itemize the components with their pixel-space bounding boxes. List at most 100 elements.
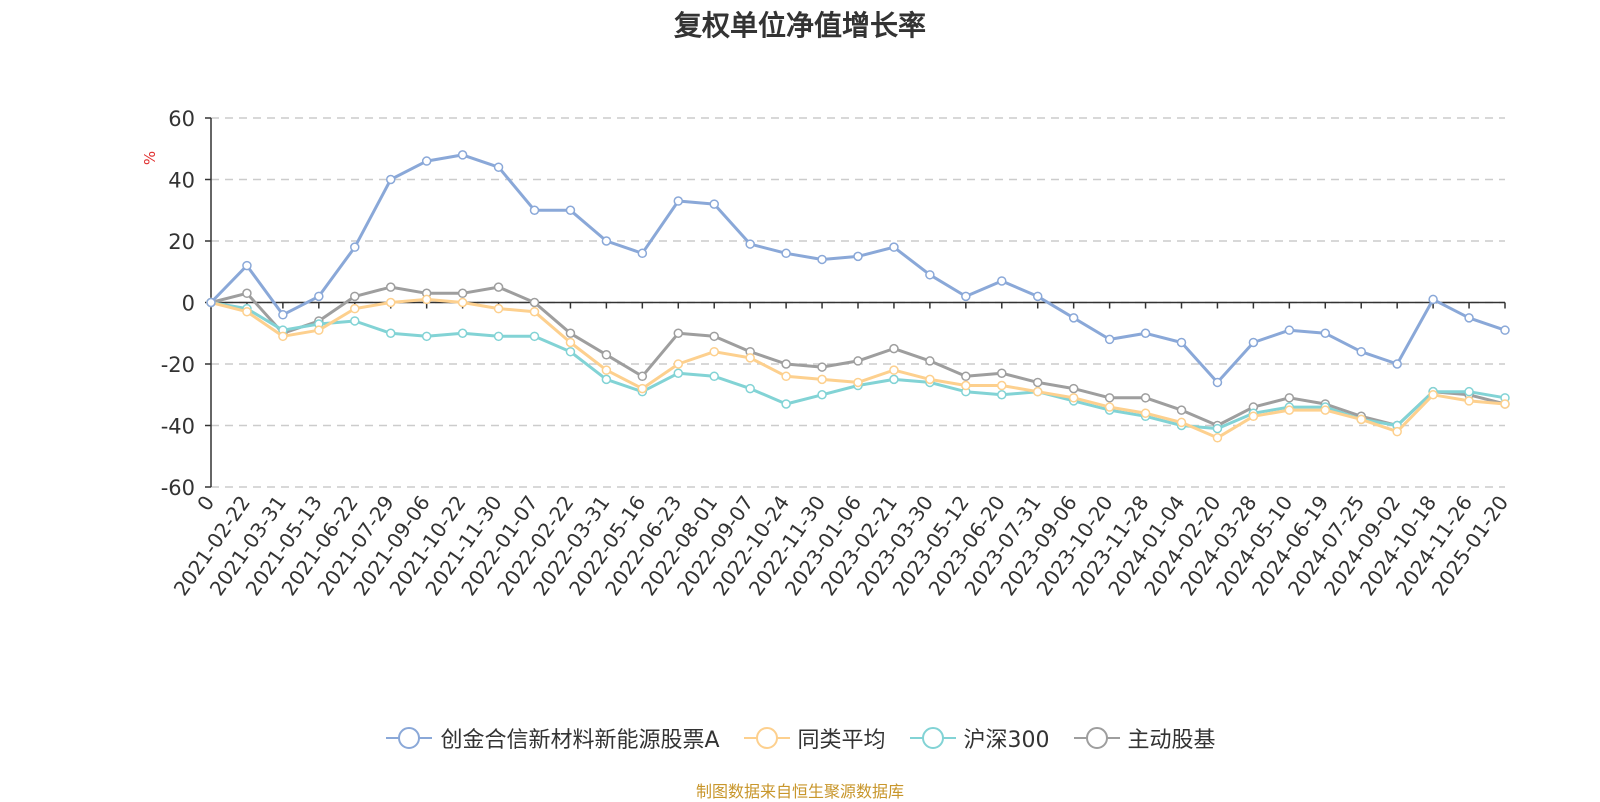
data-point: [1176, 417, 1187, 428]
data-point: [1176, 337, 1187, 348]
data-point: [350, 303, 360, 314]
data-point: [206, 297, 216, 308]
legend-label: 主动股基: [1127, 728, 1216, 753]
data-point: [1392, 359, 1402, 369]
series-0: [206, 150, 1510, 388]
data-point: [385, 328, 396, 338]
data-point: [1464, 386, 1474, 397]
data-point: [1248, 411, 1259, 422]
data-point: [1212, 423, 1223, 434]
y-tick-label: -40: [161, 415, 195, 439]
data-point: [1104, 393, 1115, 403]
legend-item[interactable]: 沪深300: [908, 722, 1050, 754]
data-point: [817, 374, 827, 385]
data-point: [709, 199, 719, 209]
data-point: [529, 306, 540, 317]
legend: 创金合信新材料新能源股票A 同类平均 沪深300 主动股基: [0, 722, 1600, 754]
data-point: [961, 291, 971, 302]
y-axis-unit: %: [141, 151, 159, 165]
data-point: [314, 291, 324, 302]
data-point: [1032, 386, 1043, 397]
data-point: [709, 371, 719, 382]
data-point: [997, 276, 1007, 286]
y-tick-label: 60: [168, 107, 195, 131]
data-point: [385, 282, 396, 292]
data-point: [493, 282, 504, 292]
data-point: [421, 156, 432, 166]
data-point: [1428, 294, 1438, 305]
data-point: [1356, 414, 1366, 425]
data-point: [1320, 405, 1331, 415]
data-point: [1140, 328, 1151, 338]
data-point: [242, 306, 252, 317]
x-tick-label: 0: [192, 491, 219, 515]
y-tick-label: -20: [161, 353, 195, 377]
data-point: [1356, 346, 1366, 357]
data-point: [457, 297, 468, 308]
data-point: [601, 350, 612, 360]
legend-item[interactable]: 同类平均: [742, 722, 886, 754]
chart-title: 复权单位净值增长率: [673, 9, 926, 42]
legend-item[interactable]: 主动股基: [1072, 722, 1216, 754]
data-point: [1140, 393, 1151, 403]
legend-label: 同类平均: [797, 728, 886, 753]
data-point: [565, 205, 576, 215]
data-point: [493, 303, 504, 314]
y-tick-label: -60: [161, 476, 195, 500]
data-point: [1068, 383, 1079, 394]
data-point: [673, 328, 684, 338]
data-point: [493, 331, 504, 342]
data-point: [709, 346, 719, 357]
data-point: [817, 390, 827, 400]
data-point: [745, 383, 755, 394]
data-point: [853, 251, 863, 262]
data-point: [385, 174, 396, 185]
data-point: [1104, 402, 1115, 412]
data-point: [817, 254, 827, 265]
data-point: [1464, 396, 1474, 406]
legend-item[interactable]: 创金合信新材料新能源股票A: [384, 722, 720, 754]
data-point: [1284, 405, 1295, 415]
data-point: [529, 297, 540, 308]
data-point: [493, 162, 504, 172]
data-point: [1248, 337, 1259, 348]
series-line: [210, 297, 1506, 440]
data-point: [997, 368, 1007, 378]
data-point: [1104, 334, 1115, 345]
data-point: [1068, 393, 1079, 403]
data-point: [673, 196, 684, 206]
data-point: [1284, 325, 1295, 335]
data-point: [421, 331, 432, 342]
data-point: [853, 356, 863, 366]
legend-marker-icon: [1073, 727, 1120, 749]
data-point: [565, 337, 576, 348]
data-point: [961, 371, 971, 382]
data-point: [1428, 390, 1438, 400]
data-point: [385, 297, 396, 308]
source-note: 制图数据来自恒生聚源数据库: [695, 782, 904, 801]
data-point: [997, 390, 1007, 400]
data-point: [350, 316, 360, 326]
data-point: [278, 331, 288, 342]
data-point: [1032, 291, 1043, 302]
data-point: [781, 371, 791, 382]
data-point: [781, 248, 791, 259]
legend-label: 沪深300: [963, 728, 1050, 753]
y-tick-label: 20: [168, 230, 195, 254]
data-point: [745, 353, 755, 363]
data-point: [1212, 433, 1223, 443]
data-point: [278, 310, 288, 320]
data-point: [925, 374, 935, 385]
data-point: [1320, 328, 1331, 338]
data-point: [457, 150, 468, 160]
data-point: [1500, 325, 1510, 335]
data-point: [745, 239, 755, 249]
data-point: [997, 380, 1007, 391]
data-point: [242, 260, 252, 271]
series-layer: [206, 150, 1510, 443]
data-point: [889, 365, 899, 375]
legend-marker-icon: [386, 727, 433, 749]
data-point: [1500, 399, 1510, 409]
data-point: [637, 371, 648, 382]
data-point: [781, 359, 791, 369]
